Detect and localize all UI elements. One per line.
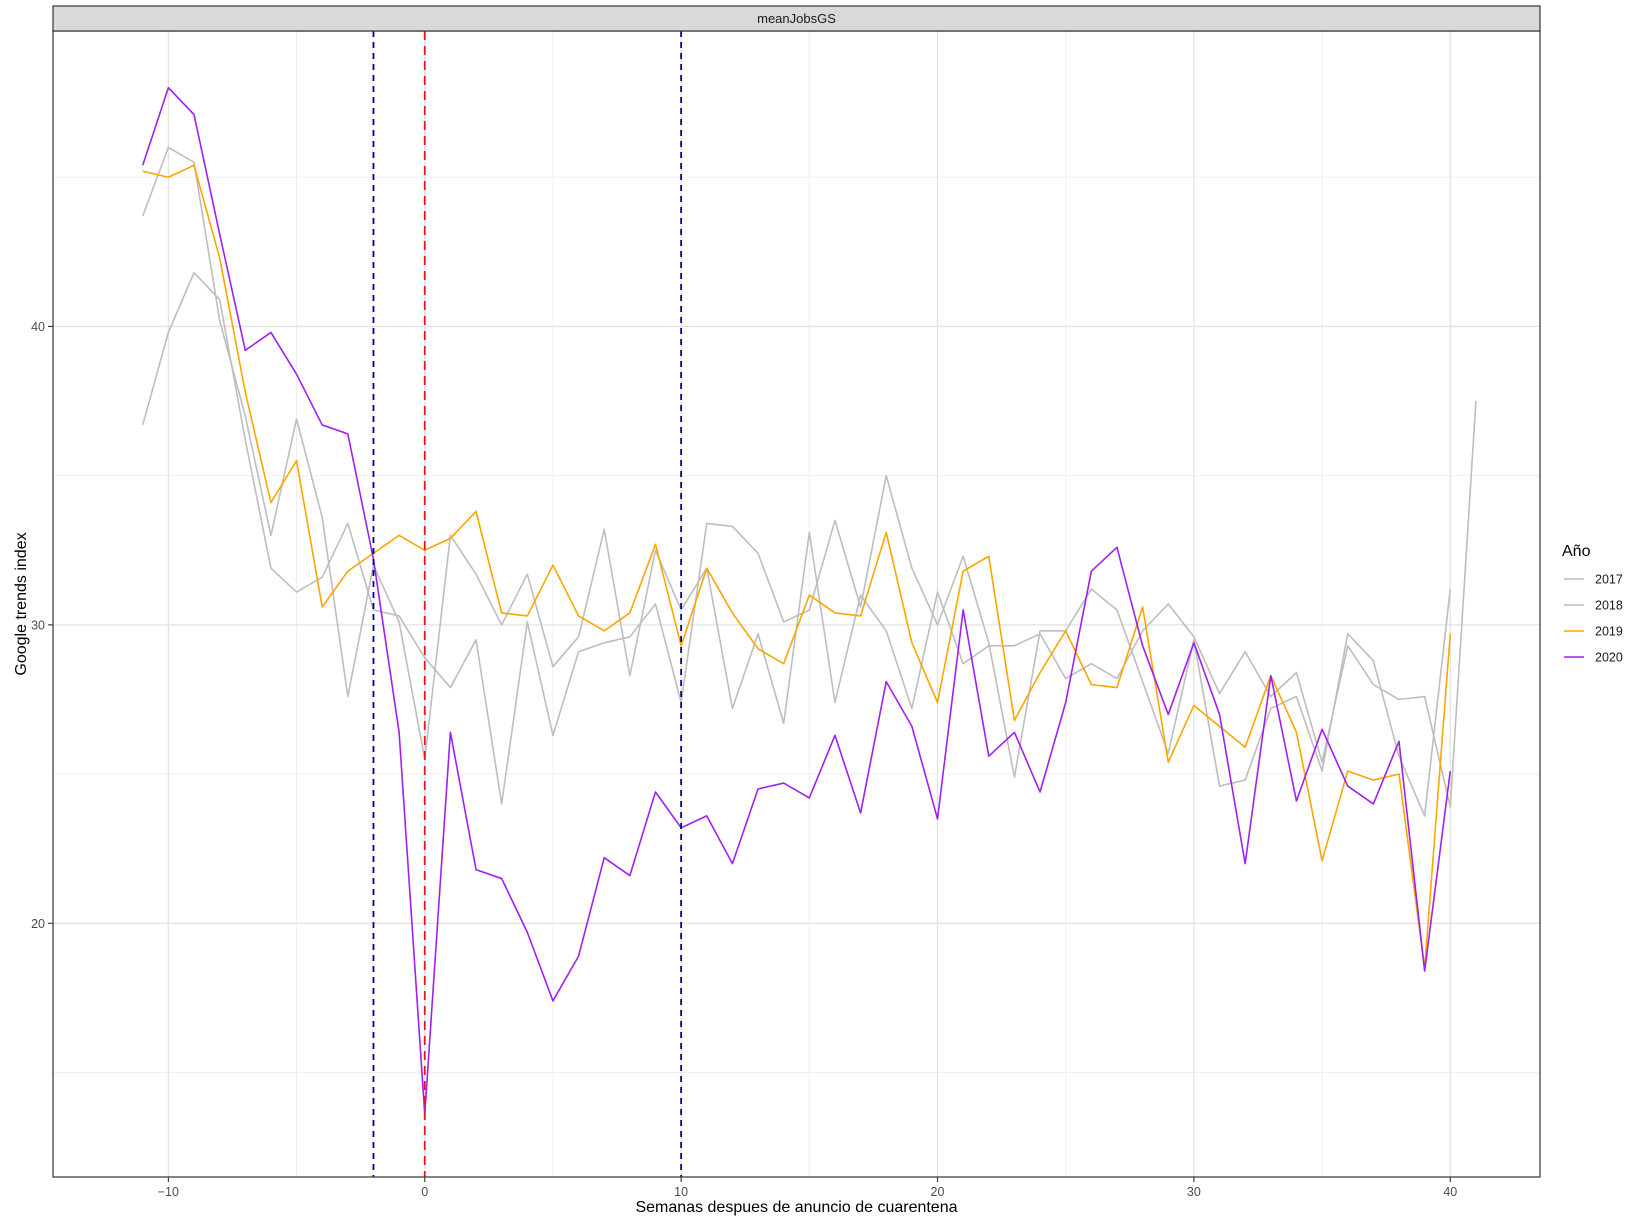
panel-border — [52, 30, 1541, 1178]
x-axis-title: Semanas despues de anuncio de cuarentena — [635, 1199, 957, 1216]
legend-title: Año — [1562, 543, 1591, 560]
x-tick-label: 10 — [674, 1185, 688, 1199]
series-line-2019 — [142, 164, 1452, 969]
reference-lines-layer — [372, 31, 683, 1177]
y-tick-label: 20 — [31, 917, 45, 931]
y-tick-label: 40 — [31, 320, 45, 334]
axes-layer: −10 0 10 20 30 40 20 30 40 — [31, 320, 1457, 1199]
legend: Año 2017 2018 2019 2020 — [1562, 543, 1623, 665]
y-axis-title: Google trends index — [13, 532, 30, 675]
legend-label-2018: 2018 — [1595, 599, 1623, 613]
x-tick-label: 30 — [1187, 1185, 1201, 1199]
grid-layer — [53, 31, 1540, 1177]
series-line-2020 — [141, 86, 1452, 1116]
series-line-2017 — [141, 271, 1452, 817]
facet-label: meanJobsGS — [757, 11, 836, 26]
legend-label-2017: 2017 — [1595, 573, 1623, 587]
x-tick-label: 20 — [931, 1185, 945, 1199]
series-line-2018 — [141, 146, 1477, 808]
x-tick-label: 0 — [421, 1185, 428, 1199]
legend-label-2020: 2020 — [1595, 651, 1623, 665]
x-tick-label: 40 — [1443, 1185, 1457, 1199]
series-layer — [141, 86, 1477, 1116]
y-tick-label: 30 — [31, 618, 45, 632]
x-tick-label: −10 — [158, 1185, 179, 1199]
facet-strip — [52, 5, 1541, 32]
legend-label-2019: 2019 — [1595, 625, 1623, 639]
